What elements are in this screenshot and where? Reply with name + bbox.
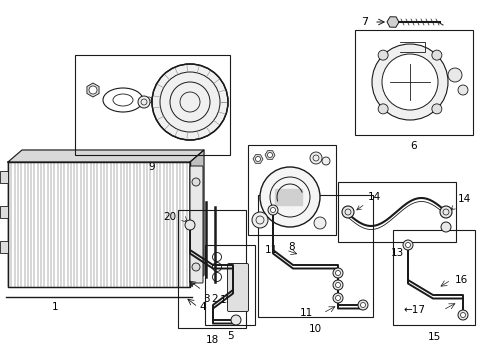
Circle shape (441, 222, 451, 232)
Bar (355, 30, 473, 135)
Circle shape (342, 206, 354, 218)
Text: 11: 11 (265, 245, 278, 255)
Text: 6: 6 (411, 141, 417, 151)
Circle shape (255, 157, 261, 162)
Circle shape (432, 104, 442, 114)
Text: 13: 13 (391, 248, 404, 258)
Text: 20: 20 (163, 212, 176, 222)
Circle shape (361, 302, 366, 307)
Circle shape (268, 153, 272, 158)
Bar (75, 55, 230, 155)
Text: 8: 8 (289, 242, 295, 252)
Circle shape (192, 178, 200, 186)
Circle shape (403, 240, 413, 250)
Circle shape (138, 96, 150, 108)
Text: 7: 7 (361, 17, 368, 27)
Circle shape (152, 64, 228, 140)
Circle shape (185, 220, 195, 230)
Circle shape (406, 243, 411, 248)
Circle shape (333, 280, 343, 290)
Text: 11: 11 (300, 308, 313, 318)
Circle shape (336, 270, 341, 275)
Text: 4: 4 (200, 302, 206, 312)
Circle shape (458, 310, 468, 320)
FancyBboxPatch shape (190, 166, 203, 283)
Circle shape (382, 54, 438, 110)
Circle shape (192, 263, 200, 271)
Circle shape (270, 207, 275, 212)
Polygon shape (275, 189, 302, 205)
Circle shape (378, 104, 388, 114)
Circle shape (336, 283, 341, 288)
Circle shape (268, 205, 278, 215)
Text: 14: 14 (357, 192, 381, 210)
Text: 18: 18 (205, 335, 219, 345)
Bar (178, 210, 246, 328)
Circle shape (448, 68, 462, 82)
Circle shape (372, 44, 448, 120)
Bar (393, 230, 475, 325)
Bar (0, 206, 8, 218)
FancyBboxPatch shape (227, 264, 248, 311)
Circle shape (89, 86, 97, 94)
Text: 5: 5 (227, 331, 233, 341)
Circle shape (322, 157, 330, 165)
Text: 14: 14 (451, 194, 471, 210)
Circle shape (378, 50, 388, 60)
Circle shape (333, 293, 343, 303)
Circle shape (310, 152, 322, 164)
Text: 16: 16 (455, 275, 468, 285)
Circle shape (440, 206, 452, 218)
Circle shape (314, 217, 326, 229)
Text: 2: 2 (212, 294, 219, 304)
Bar (338, 182, 456, 242)
Text: 3: 3 (203, 294, 209, 304)
Text: 10: 10 (308, 324, 321, 334)
Bar (248, 145, 336, 235)
Circle shape (358, 300, 368, 310)
Bar (258, 195, 373, 317)
Text: 9: 9 (148, 162, 155, 172)
Text: 1: 1 (51, 302, 58, 312)
Circle shape (461, 312, 465, 318)
Text: ←17: ←17 (403, 305, 425, 315)
Text: 15: 15 (427, 332, 441, 342)
Circle shape (231, 315, 241, 325)
Bar (205, 245, 255, 325)
Circle shape (458, 85, 468, 95)
Circle shape (336, 296, 341, 301)
Text: 19: 19 (220, 295, 233, 305)
Circle shape (260, 167, 320, 227)
Polygon shape (8, 162, 190, 287)
Circle shape (432, 50, 442, 60)
Circle shape (252, 212, 268, 228)
Text: 12: 12 (296, 200, 309, 210)
Polygon shape (8, 150, 204, 162)
Polygon shape (190, 150, 204, 287)
Bar (0, 171, 8, 183)
Circle shape (333, 268, 343, 278)
Bar (0, 241, 8, 253)
